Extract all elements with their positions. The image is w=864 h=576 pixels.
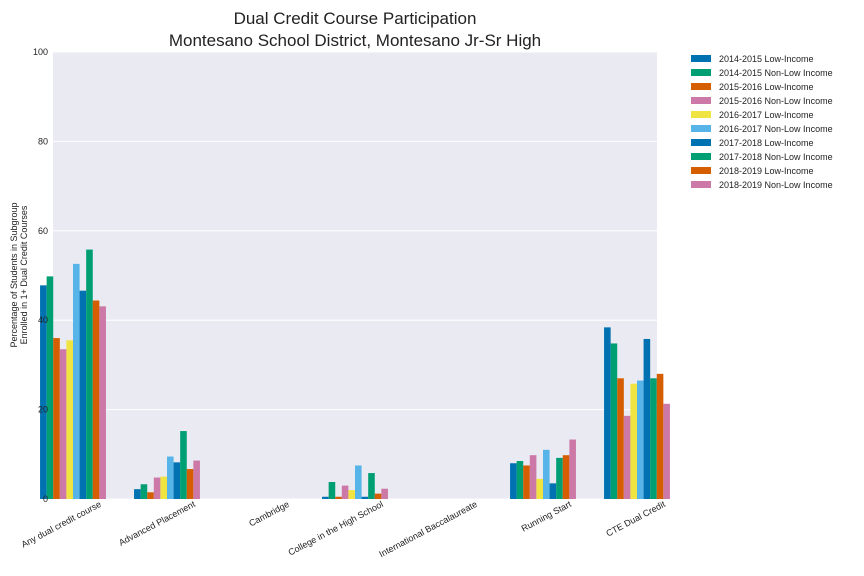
bar: [134, 489, 141, 499]
chart-title: Dual Credit Course Participation: [234, 9, 477, 28]
bar: [322, 496, 329, 499]
x-ticks: Any dual credit course Advanced Placement…: [20, 499, 668, 560]
bar: [355, 465, 362, 499]
x-tick-label: CTE Dual Credit: [604, 499, 667, 539]
y-tick-label: 20: [38, 405, 48, 415]
legend: 2014-2015 Low-Income 2014-2015 Non-Low In…: [691, 54, 833, 190]
bar: [529, 455, 537, 499]
bar: [40, 285, 47, 499]
bar: [66, 340, 73, 499]
bar: [99, 306, 106, 499]
bar: [637, 380, 644, 499]
y-tick-label: 60: [38, 226, 48, 236]
bar: [59, 349, 67, 499]
bar: [73, 263, 80, 499]
legend-swatch: [691, 125, 711, 132]
bar: [186, 469, 194, 499]
y-tick-label: 100: [33, 47, 48, 57]
bar: [663, 403, 670, 499]
legend-swatch: [691, 139, 711, 146]
bar: [510, 463, 517, 499]
y-axis-label: Percentage of Students in Subgroup: [9, 202, 19, 347]
x-tick-label: Cambridge: [247, 499, 291, 529]
y-axis-label-line2: Enrolled in 1+ Dual Credit Courses: [19, 205, 29, 344]
bar: [153, 477, 161, 499]
legend-swatch: [691, 83, 711, 90]
bar: [53, 338, 60, 499]
bar: [549, 483, 557, 499]
legend-label: 2015-2016 Non-Low Income: [719, 96, 833, 106]
bar: [374, 493, 382, 499]
bar: [46, 276, 54, 499]
bar: [193, 460, 200, 499]
legend-swatch: [691, 69, 711, 76]
bar: [643, 338, 651, 499]
bar: [368, 473, 375, 499]
y-tick-label: 40: [38, 315, 48, 325]
bar: [167, 456, 174, 499]
legend-label: 2014-2015 Non-Low Income: [719, 68, 833, 78]
legend-swatch: [691, 55, 711, 62]
y-tick-label: 80: [38, 136, 48, 146]
legend-swatch: [691, 153, 711, 160]
bar: [140, 484, 148, 499]
legend-label: 2017-2018 Low-Income: [719, 138, 814, 148]
bar: [173, 462, 181, 499]
legend-label: 2017-2018 Non-Low Income: [719, 152, 833, 162]
bar: [341, 485, 349, 499]
bar: [650, 378, 657, 499]
bar: [610, 343, 618, 499]
bar: [630, 383, 637, 499]
legend-swatch: [691, 167, 711, 174]
x-tick-label: College in the High School: [287, 499, 385, 558]
x-tick-label: Advanced Placement: [117, 499, 197, 548]
bars: [40, 249, 670, 499]
bar: [335, 496, 342, 499]
chart-subtitle: Montesano School District, Montesano Jr-…: [169, 31, 541, 50]
bar: [536, 478, 543, 499]
bar: [569, 439, 576, 499]
legend-label: 2016-2017 Low-Income: [719, 110, 814, 120]
plot-area: [53, 52, 657, 499]
bar: [348, 490, 355, 499]
legend-label: 2018-2019 Low-Income: [719, 166, 814, 176]
legend-swatch: [691, 111, 711, 118]
legend-label: 2014-2015 Low-Income: [719, 54, 814, 64]
y-ticks: 0 20 40 60 80 100: [33, 47, 48, 504]
bar: [86, 249, 93, 499]
bar: [604, 327, 611, 499]
bar: [147, 492, 154, 499]
bar: [617, 378, 624, 499]
bar: [562, 455, 570, 499]
legend-label: 2016-2017 Non-Low Income: [719, 124, 833, 134]
x-tick-label: International Baccalaureate: [377, 499, 478, 559]
legend-swatch: [691, 97, 711, 104]
bar: [381, 488, 388, 499]
bar: [361, 496, 369, 499]
legend-label: 2018-2019 Non-Low Income: [719, 180, 833, 190]
bar: [623, 415, 631, 499]
bar: [92, 300, 100, 499]
bar: [79, 290, 87, 499]
legend-label: 2015-2016 Low-Income: [719, 82, 814, 92]
bar: [543, 449, 550, 499]
bar: [516, 461, 524, 499]
bar: [656, 373, 664, 499]
x-tick-label: Running Start: [520, 499, 574, 534]
bar: [180, 431, 187, 499]
bar: [160, 476, 167, 499]
bar: [523, 465, 530, 499]
x-tick-label: Any dual credit course: [20, 499, 103, 550]
y-tick-label: 0: [43, 494, 48, 504]
bar: [328, 482, 336, 499]
legend-swatch: [691, 181, 711, 188]
bar: [556, 457, 563, 499]
